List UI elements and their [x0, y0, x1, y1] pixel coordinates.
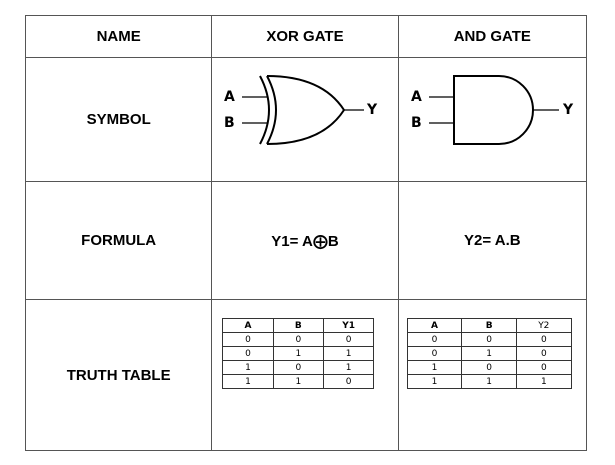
- table-cell: 1: [322, 360, 375, 375]
- table-row: 1 1 1: [406, 374, 572, 389]
- and-output-label: Y: [562, 102, 574, 118]
- table-cell: 0: [272, 332, 324, 347]
- xor-input-b-label: B: [224, 115, 235, 131]
- table-row: 1 1 0: [222, 374, 375, 389]
- table-cell: 0: [406, 332, 463, 347]
- table-row: 1 0 1: [222, 360, 375, 375]
- xor-input-a-label: A: [224, 89, 235, 105]
- table-cell: 1: [272, 346, 324, 361]
- and-input-a-label: A: [411, 89, 422, 105]
- table-cell: 1: [461, 346, 517, 361]
- table-cell: 0: [461, 332, 517, 347]
- truth-table-row: TRUTH TABLE A B Y1 0 0 0 0 1 1: [24, 299, 588, 451]
- table-cell: 0: [406, 346, 463, 361]
- symbol-row: SYMBOL A B Y: [24, 57, 588, 182]
- table-cell: 0: [461, 360, 517, 375]
- formula-label: FORMULA: [24, 181, 213, 300]
- header-and-gate: AND GATE: [397, 15, 588, 58]
- xor-output-label: Y: [366, 102, 378, 118]
- xor-truth-table-cell: A B Y1 0 0 0 0 1 1 1 0 1: [211, 299, 399, 451]
- and-truth-table-cell: A B Y2 0 0 0 0 1 0 1 0 0: [397, 299, 588, 451]
- table-cell: 0: [322, 332, 375, 347]
- xor-symbol-cell: A B Y: [211, 57, 399, 182]
- table-cell: 1: [272, 374, 324, 389]
- symbol-label: SYMBOL: [24, 57, 213, 182]
- table-cell: 0: [515, 346, 572, 361]
- table-row: 1 0 0: [406, 360, 572, 375]
- and-gate-symbol: A B Y: [411, 75, 574, 145]
- and-input-b-label: B: [411, 115, 422, 131]
- table-cell: 1: [322, 346, 375, 361]
- column-header: B: [461, 318, 517, 333]
- column-header: Y1: [322, 318, 375, 333]
- table-cell: 0: [515, 332, 572, 347]
- truth-table-label: TRUTH TABLE: [24, 299, 213, 451]
- and-formula: Y2= A.B: [397, 181, 588, 300]
- table-cell: 1: [222, 360, 274, 375]
- table-header-row: A B Y2: [406, 318, 572, 333]
- column-header: A: [406, 318, 463, 333]
- table-cell: 0: [515, 360, 572, 375]
- table-row: 0 1 0: [406, 346, 572, 361]
- table-cell: 1: [222, 374, 274, 389]
- header-xor-gate: XOR GATE: [211, 15, 399, 58]
- table-cell: 0: [222, 332, 274, 347]
- column-header: B: [272, 318, 324, 333]
- xor-gate-symbol: A B Y: [224, 75, 378, 145]
- table-cell: 1: [515, 374, 572, 389]
- table-cell: 1: [461, 374, 517, 389]
- table-cell: 0: [272, 360, 324, 375]
- header-name: NAME: [24, 15, 213, 58]
- and-symbol-cell: A B Y: [397, 57, 588, 182]
- column-header: Y2: [515, 318, 572, 333]
- xor-formula: Y1= A⨁B: [211, 181, 399, 300]
- table-row: 0 0 0: [406, 332, 572, 347]
- header-row: NAME XOR GATE AND GATE: [24, 15, 588, 58]
- table-row: 0 0 0: [222, 332, 375, 347]
- logic-gates-table: NAME XOR GATE AND GATE SYMBOL: [24, 15, 588, 451]
- table-header-row: A B Y1: [222, 318, 375, 333]
- table-row: 0 1 1: [222, 346, 375, 361]
- formula-row: FORMULA Y1= A⨁B Y2= A.B: [24, 181, 588, 300]
- table-cell: 0: [222, 346, 274, 361]
- xor-truth-table: A B Y1 0 0 0 0 1 1 1 0 1: [222, 318, 375, 389]
- table-cell: 0: [322, 374, 375, 389]
- and-truth-table: A B Y2 0 0 0 0 1 0 1 0 0: [406, 318, 572, 389]
- table-cell: 1: [406, 360, 463, 375]
- column-header: A: [222, 318, 274, 333]
- table-cell: 1: [406, 374, 463, 389]
